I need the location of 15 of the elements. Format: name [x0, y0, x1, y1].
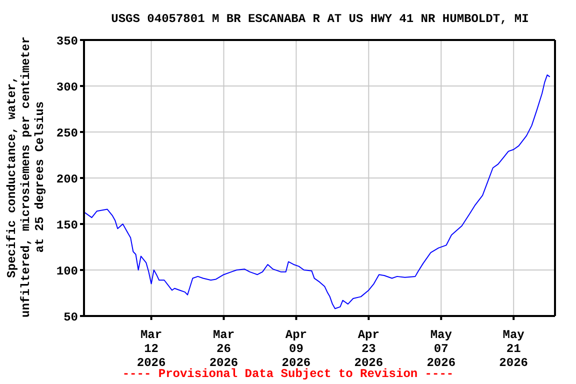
- x-tick-label: May 07 2026: [426, 328, 456, 370]
- line-series: [84, 74, 550, 310]
- y-tick-label: 350: [56, 34, 78, 48]
- y-tick-label: 250: [56, 126, 78, 140]
- y-tick-label: 300: [56, 80, 78, 94]
- x-tick-label: Apr 23 2026: [354, 328, 384, 370]
- y-tick-label: 200: [56, 172, 78, 186]
- y-tick-label: 100: [56, 264, 78, 278]
- y-axis-title: Specific conductance, water, unfiltered, microsiemens per centimeter at 25 degrees Celsius: [5, 36, 47, 320]
- y-tick-label: 50: [64, 310, 78, 324]
- x-tick-label: Mar 12 2026: [136, 328, 166, 370]
- x-tick-label: May 21 2026: [499, 328, 528, 370]
- y-tick-label: 150: [56, 218, 78, 232]
- chart-title: USGS 04057801 M BR ESCANABA R AT US HWY 41 NR HUMBOLDT, MI: [110, 12, 530, 26]
- text: ---- Provisional Data Subject to Revision ----: [122, 367, 454, 381]
